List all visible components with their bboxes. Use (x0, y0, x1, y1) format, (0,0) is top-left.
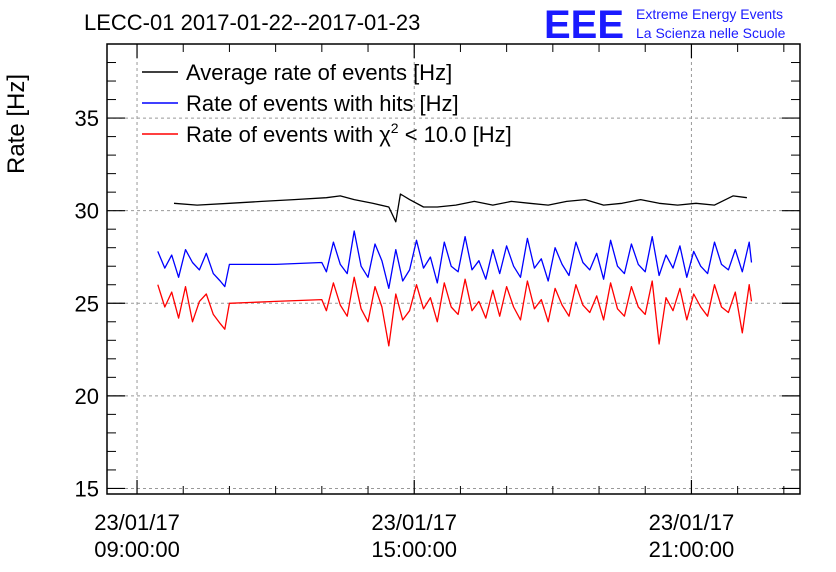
y-tick-label: 15 (75, 476, 99, 501)
series-line-average (173, 193, 747, 223)
chart-title: LECC-01 2017-01-22--2017-01-23 (84, 10, 420, 35)
x-tick-label-date: 23/01/17 (94, 510, 180, 535)
series-line-chi2 (157, 276, 753, 347)
x-tick-label-date: 23/01/17 (649, 510, 735, 535)
plot-frame (106, 43, 801, 495)
logo-mark: EEE (544, 3, 624, 47)
x-tick-label-time: 09:00:00 (94, 537, 180, 562)
x-tick-label-time: 21:00:00 (649, 537, 735, 562)
logo-line-2: La Scienza nelle Scuole (636, 25, 786, 41)
y-tick-label: 35 (75, 106, 99, 131)
y-axis-label: Rate [Hz] (3, 74, 30, 174)
legend-text-part: < 10.0 [Hz] (399, 122, 512, 147)
legend-text-part: Rate of events with (186, 122, 379, 147)
legend: Average rate of events [Hz] Rate of event… (142, 60, 512, 147)
y-tick-label: 30 (75, 199, 99, 224)
legend-label-chi2: Rate of events with χ2 < 10.0 [Hz] (186, 120, 512, 147)
logo-line-1: Extreme Energy Events (636, 6, 783, 22)
legend-label-hits: Rate of events with hits [Hz] (186, 91, 459, 116)
grid (107, 44, 800, 494)
logo: EEE Extreme Energy Events La Scienza nel… (544, 3, 786, 47)
series-layer (157, 193, 753, 347)
x-tick-label-date: 23/01/17 (371, 510, 457, 535)
legend-chi-symbol: χ (379, 122, 391, 147)
x-tick-label-time: 15:00:00 (371, 537, 457, 562)
legend-label-average: Average rate of events [Hz] (186, 60, 452, 85)
axis-ticks: 152025303523/01/1709:00:0023/01/1715:00:… (75, 43, 800, 562)
series-line-hits (157, 230, 753, 290)
legend-superscript: 2 (391, 120, 399, 136)
y-tick-label: 25 (75, 291, 99, 316)
y-tick-label: 20 (75, 384, 99, 409)
